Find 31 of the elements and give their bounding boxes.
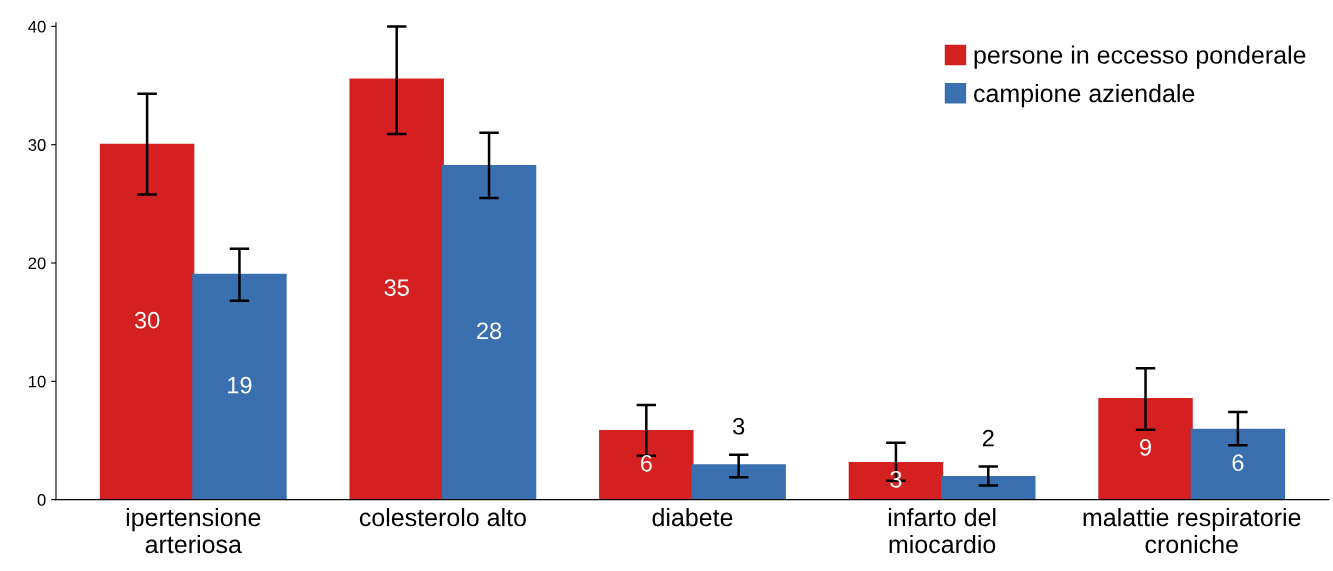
x-tick-label: colesterolo alto — [359, 507, 526, 527]
bar — [192, 273, 287, 500]
bar — [599, 429, 694, 500]
y-tick-label: 0 — [37, 494, 46, 506]
y-tick-label: 20 — [28, 257, 46, 270]
bar — [1190, 428, 1286, 500]
data-label: 3 — [733, 417, 745, 435]
bar — [1098, 398, 1193, 500]
data-label: 6 — [1232, 454, 1244, 472]
x-tick-label: diabete — [652, 507, 733, 527]
data-label: 35 — [384, 279, 409, 296]
data-label: 28 — [477, 322, 502, 340]
bar — [691, 464, 786, 500]
data-label: 6 — [640, 454, 652, 472]
data-label: 9 — [1140, 438, 1151, 456]
x-tick-label: ipertensione arteriosa — [126, 507, 261, 554]
y-tick-label: 30 — [28, 139, 46, 151]
data-label: 19 — [228, 376, 252, 394]
y-tick-label: 40 — [28, 20, 46, 33]
x-tick-label: malattie respiratorie croniche — [1083, 507, 1301, 554]
y-tick-label: 10 — [29, 375, 46, 388]
data-label: 2 — [982, 429, 994, 447]
data-label: 30 — [134, 311, 160, 329]
bar — [848, 461, 944, 500]
bar — [941, 476, 1036, 500]
bar — [441, 164, 537, 500]
legend-label: persone in eccesso ponderale — [974, 45, 1306, 69]
x-tick-label: infarto del miocardio — [888, 507, 996, 554]
bar — [99, 143, 195, 500]
bar — [349, 78, 444, 500]
legend-label: campione aziendale — [974, 83, 1195, 108]
